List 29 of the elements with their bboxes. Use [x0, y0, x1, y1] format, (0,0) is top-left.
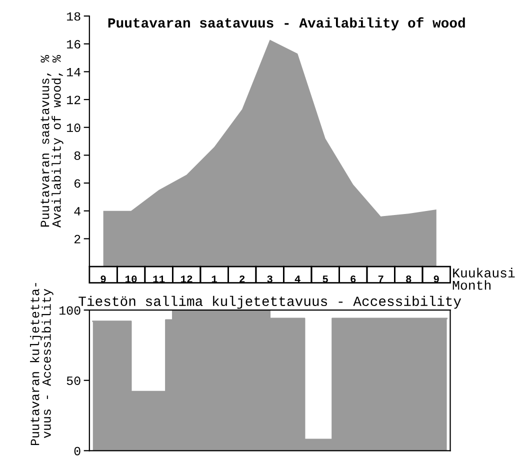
y-tick-label: 12: [66, 96, 80, 104]
y-tick-label: 10: [66, 124, 80, 132]
y-tick-label: 2: [74, 234, 80, 244]
x-tick-label: 7: [378, 276, 384, 282]
x-tick-label: 4: [294, 276, 300, 282]
y-axis-title: Puutavaran saatavuus, % Availability of wood, %: [40, 55, 64, 228]
y-axis-title: Puutavaran kuljetetta- vuus - Accessibility: [30, 283, 54, 446]
y-tick-label: 16: [66, 40, 80, 49]
x-axis-title: Kuukausi Month: [452, 268, 515, 290]
y-tick-label: 6: [74, 179, 80, 188]
x-tick-label: 11: [153, 276, 165, 282]
x-tick-label: 1: [212, 276, 218, 282]
y-tick-label: 18: [66, 12, 80, 21]
y-tick-label: 0: [74, 446, 80, 456]
x-tick-label: 9: [100, 275, 106, 283]
x-tick-label: 3: [267, 275, 272, 283]
x-tick-label: 12: [181, 275, 192, 282]
y-tick-label: 50: [66, 376, 80, 386]
chart-title: Puutavaran saatavuus - Availability of wood: [108, 17, 465, 30]
y-tick-label: 8: [74, 151, 80, 160]
y-tick-label: 100: [59, 306, 80, 315]
y-tick-label: 4: [74, 207, 80, 216]
x-tick-label: 10: [126, 275, 137, 283]
x-tick-label: 5: [322, 276, 328, 283]
x-tick-label: 2: [240, 275, 245, 282]
x-tick-label: 9: [434, 275, 439, 283]
x-tick-label: 8: [406, 275, 412, 283]
y-tick-label: 14: [66, 68, 80, 76]
x-tick-label: 6: [350, 275, 356, 283]
